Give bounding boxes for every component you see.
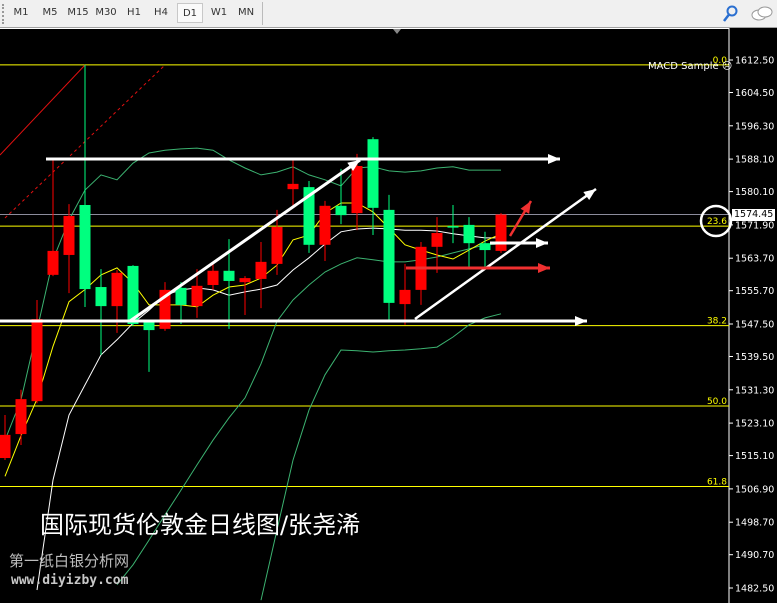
price-tick-label: 1612.50 [735, 56, 774, 67]
moving-average-fast-line [4, 202, 502, 477]
chat-icon[interactable] [750, 4, 774, 24]
candle-bull [63, 215, 75, 255]
current-price-tag: 1574.45 [732, 208, 776, 221]
trendline-red [0, 64, 86, 156]
tf-d1[interactable]: D1 [177, 3, 203, 23]
candle-bull [431, 233, 443, 247]
fib-level-label: 61.8 [707, 477, 727, 487]
arrow-mid-head [536, 238, 548, 248]
candle-bull [191, 285, 203, 307]
price-tick-label: 1604.50 [735, 88, 774, 99]
candle-bull [111, 272, 123, 307]
candle-bull [255, 261, 267, 279]
candle-bear [175, 287, 187, 305]
candle-bear [463, 224, 475, 244]
candle-bull [239, 278, 251, 283]
candle-bear [127, 265, 139, 324]
candle-bear [383, 209, 395, 303]
candle-bull [399, 289, 411, 305]
tf-mn[interactable]: MN [237, 7, 255, 18]
tf-h4[interactable]: H4 [154, 7, 168, 18]
candle-bull [319, 205, 331, 245]
candle-bear [447, 226, 459, 228]
tf-w1[interactable]: W1 [210, 7, 228, 18]
price-tick-label: 1539.50 [735, 352, 774, 363]
price-tick-label: 1506.90 [735, 484, 774, 495]
candle-bull [495, 214, 507, 251]
tf-m30[interactable]: M30 [95, 7, 117, 18]
tf-m5[interactable]: M5 [42, 7, 58, 18]
timeframe-toolbar: M1 M5 M15 M30 H1 H4 D1 W1 MN [0, 0, 777, 28]
price-tick-label: 1523.10 [735, 419, 774, 430]
highlight-circle [699, 204, 733, 238]
search-icon[interactable] [720, 4, 740, 24]
arrow-uptrend [129, 158, 361, 323]
fib-level-label: 50.0 [707, 397, 727, 407]
price-tick-label: 1563.70 [735, 254, 774, 265]
arrow-uptrend-head [347, 160, 360, 171]
fib-level-label: 38.2 [707, 317, 727, 327]
sad-face-icon: ☹ [721, 61, 733, 72]
candle-bull [351, 166, 363, 214]
arrow-channel-head [583, 189, 596, 201]
chart-shift-marker-icon [393, 29, 401, 34]
arrow-red-flat-head [538, 263, 550, 273]
fib-level-label: 23.6 [707, 217, 727, 227]
candle-bull [287, 183, 299, 190]
price-chart[interactable]: 1612.50 1604.50 1596.30 1588.10 1580.10 1571.… [0, 28, 777, 603]
candle-bear [79, 204, 91, 290]
price-tick-label: 1547.50 [735, 319, 774, 330]
price-tick-label: 1571.90 [735, 220, 774, 231]
candle-bull [0, 434, 11, 459]
candle-bear [367, 139, 379, 208]
chart-title: 国际现货伦敦金日线图/张尧浠 [40, 511, 361, 539]
candle-bull [271, 226, 283, 264]
bollinger-lower-line [260, 313, 502, 601]
candle-bear [479, 243, 491, 251]
price-tick-label: 1596.30 [735, 121, 774, 132]
candle-bull [207, 270, 219, 286]
candle-bear [303, 187, 315, 245]
toolbar-grip[interactable] [2, 4, 6, 24]
arrow-resistance-head [548, 154, 560, 164]
tf-m15[interactable]: M15 [67, 7, 89, 18]
ea-name: MACD Sample [648, 61, 719, 72]
candle-bear [335, 205, 347, 216]
fib-level-label: 0.0 [713, 56, 728, 66]
price-tick-label: 1490.70 [735, 550, 774, 561]
price-tick-label: 1555.70 [735, 286, 774, 297]
candle-bull [159, 289, 171, 329]
watermark-text: 第一纸白银分析网 [9, 552, 130, 570]
candle-bear [95, 287, 107, 307]
tf-h1[interactable]: H1 [127, 7, 141, 18]
price-tick-label: 1482.50 [735, 583, 774, 594]
price-tick-label: 1580.10 [735, 187, 774, 198]
price-tick-label: 1531.30 [735, 385, 774, 396]
candle-bull [31, 319, 43, 402]
price-tick-label: 1515.10 [735, 451, 774, 462]
arrow-red-up-head [520, 201, 531, 214]
candle-bear [143, 321, 155, 331]
tf-m1[interactable]: M1 [13, 7, 29, 18]
price-tick-label: 1498.70 [735, 518, 774, 529]
moving-average-slow-line [36, 227, 501, 591]
chart-canvas: 1612.50 1604.50 1596.30 1588.10 1580.10 1571.… [0, 28, 774, 603]
candle-bull [47, 250, 59, 275]
watermark-url: www.diyizby.com [11, 573, 129, 588]
candle-bull [15, 399, 27, 435]
expert-advisor-label: MACD Sample ☹ [648, 61, 732, 72]
arrow-support-head [575, 316, 587, 326]
candle-bear [223, 270, 235, 281]
bollinger-upper-line [4, 147, 501, 441]
arrow-channel [414, 187, 597, 321]
toolbar-divider [262, 2, 263, 25]
price-tick-label: 1588.10 [735, 155, 774, 166]
